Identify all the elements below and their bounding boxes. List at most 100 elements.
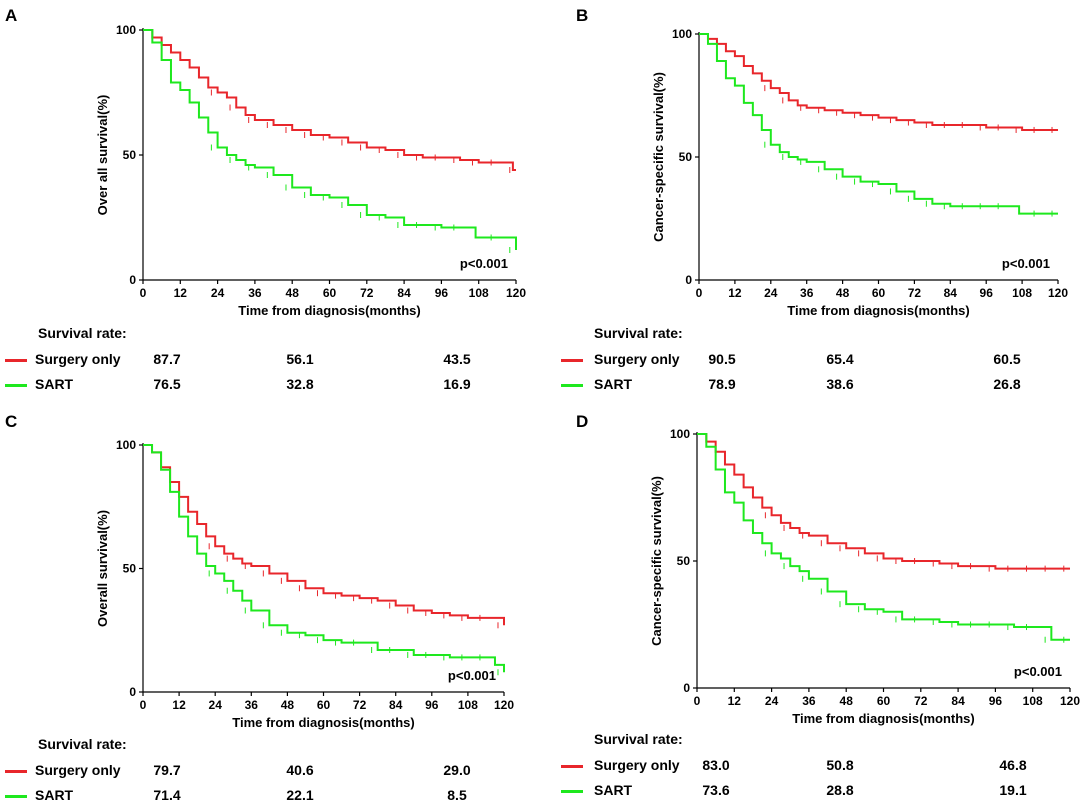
x-axis-title: Time from diagnosis(months) — [232, 715, 415, 730]
x-tick-label: 84 — [389, 698, 403, 712]
survival-value: 16.9 — [443, 376, 471, 392]
y-tick-label: 50 — [123, 148, 137, 162]
survival-value: 28.8 — [826, 782, 854, 798]
survival-value: 56.1 — [286, 351, 314, 367]
x-tick-label: 12 — [728, 286, 742, 300]
panel-a: A 0 12 24 36 48 60 72 84 96 108 120 0 50 100 Time from… — [0, 0, 540, 400]
x-tick-label: 96 — [989, 694, 1003, 708]
survival-table-a: Survival rate: Surgery only 87.7 56.1 43.5 SA… — [0, 325, 540, 400]
km-curve-surgery-only — [143, 29, 516, 171]
p-value: p<0.001 — [1014, 664, 1062, 679]
survival-table-d: Survival rate: Surgery only 83.0 50.8 46.8 SA… — [550, 731, 1084, 806]
km-curve-surgery-only — [699, 33, 1058, 131]
legend-name: SART — [594, 782, 633, 798]
km-curve-surgery-only — [143, 444, 505, 626]
survival-table-b: Survival rate: Surgery only 90.5 65.4 60.5 SA… — [550, 325, 1084, 400]
x-tick-label: 24 — [211, 286, 225, 300]
x-tick-label: 36 — [248, 286, 262, 300]
x-tick-label: 60 — [872, 286, 886, 300]
x-tick-label: 120 — [1048, 286, 1068, 300]
legend-name: SART — [35, 787, 74, 803]
km-chart-b: 0 12 24 36 48 60 72 84 96 108 120 0 50 100 Time from d… — [651, 27, 1068, 318]
y-tick-label: 0 — [129, 685, 136, 699]
survival-value: 43.5 — [443, 351, 471, 367]
survival-rate-label: Survival rate: — [38, 325, 127, 341]
p-value: p<0.001 — [1002, 256, 1050, 271]
x-tick-label: 84 — [397, 286, 411, 300]
p-value: p<0.001 — [448, 668, 496, 683]
x-tick-label: 0 — [694, 694, 701, 708]
x-tick-label: 108 — [1012, 286, 1032, 300]
x-tick-label: 12 — [174, 286, 188, 300]
y-tick-label: 100 — [116, 23, 136, 37]
y-tick-label: 100 — [670, 427, 690, 441]
y-tick-label: 0 — [685, 273, 692, 287]
survival-rate-label: Survival rate: — [594, 325, 683, 341]
km-curve-sart — [143, 29, 517, 250]
panel-letter: B — [576, 6, 589, 25]
legend-swatch — [5, 359, 27, 362]
y-tick-label: 0 — [683, 681, 690, 695]
legend-swatch — [5, 384, 27, 387]
x-tick-label: 84 — [944, 286, 958, 300]
x-tick-label: 24 — [764, 286, 778, 300]
x-tick-label: 120 — [494, 698, 514, 712]
panel-d: D 0 12 24 36 48 60 72 84 96 108 120 0 50 100 Time from… — [550, 400, 1084, 806]
y-tick-label: 100 — [116, 438, 136, 452]
survival-value: 8.5 — [447, 787, 467, 803]
panel-b: B 0 12 24 36 48 60 72 84 96 108 120 0 50 100 Time from… — [550, 0, 1084, 400]
x-tick-label: 96 — [425, 698, 439, 712]
x-tick-label: 72 — [360, 286, 374, 300]
x-tick-label: 72 — [353, 698, 367, 712]
x-tick-label: 96 — [435, 286, 449, 300]
x-tick-label: 0 — [140, 698, 147, 712]
survival-value: 46.8 — [999, 757, 1027, 773]
survival-value: 73.6 — [702, 782, 730, 798]
x-tick-label: 24 — [209, 698, 223, 712]
p-value: p<0.001 — [460, 256, 508, 271]
x-tick-label: 108 — [1023, 694, 1043, 708]
x-tick-label: 12 — [172, 698, 186, 712]
survival-value: 40.6 — [286, 762, 314, 778]
y-tick-label: 100 — [672, 27, 692, 41]
x-tick-label: 60 — [317, 698, 331, 712]
legend-name: Surgery only — [594, 757, 680, 773]
y-axis-title: Cancer-specific survival(%) — [651, 72, 666, 242]
survival-value: 60.5 — [993, 351, 1021, 367]
x-tick-label: 108 — [458, 698, 478, 712]
x-axis-title: Time from diagnosis(months) — [787, 303, 970, 318]
legend-swatch — [5, 795, 27, 798]
km-chart-d: 0 12 24 36 48 60 72 84 96 108 120 0 50 100 Time from d… — [649, 427, 1080, 726]
x-tick-label: 36 — [245, 698, 259, 712]
x-tick-label: 48 — [840, 694, 854, 708]
survival-value: 71.4 — [153, 787, 181, 803]
survival-value: 78.9 — [708, 376, 736, 392]
km-curve-sart — [699, 33, 1058, 215]
x-tick-label: 72 — [914, 694, 928, 708]
km-chart-c: 0 12 24 36 48 60 72 84 96 108 120 0 50 100 Time from d… — [95, 438, 514, 730]
x-tick-label: 120 — [506, 286, 526, 300]
y-axis-title: Overall survival(%) — [95, 510, 110, 627]
x-tick-label: 0 — [140, 286, 147, 300]
panel-letter: C — [5, 412, 18, 431]
legend-name: SART — [35, 376, 74, 392]
y-tick-label: 0 — [129, 273, 136, 287]
survival-value: 19.1 — [999, 782, 1027, 798]
survival-value: 87.7 — [153, 351, 181, 367]
panel-letter: A — [5, 6, 18, 25]
survival-value: 79.7 — [153, 762, 181, 778]
survival-value: 90.5 — [708, 351, 736, 367]
survival-value: 32.8 — [286, 376, 314, 392]
x-tick-label: 48 — [286, 286, 300, 300]
survival-value: 29.0 — [443, 762, 471, 778]
legend-name: Surgery only — [35, 762, 121, 778]
x-tick-label: 96 — [980, 286, 994, 300]
x-axis-title: Time from diagnosis(months) — [238, 303, 421, 318]
survival-value: 83.0 — [702, 757, 730, 773]
km-curve-sart — [143, 444, 505, 673]
x-tick-label: 84 — [951, 694, 965, 708]
legend-swatch — [561, 765, 583, 768]
survival-value: 22.1 — [286, 787, 314, 803]
legend-name: Surgery only — [35, 351, 121, 367]
survival-rate-label: Survival rate: — [38, 736, 127, 752]
